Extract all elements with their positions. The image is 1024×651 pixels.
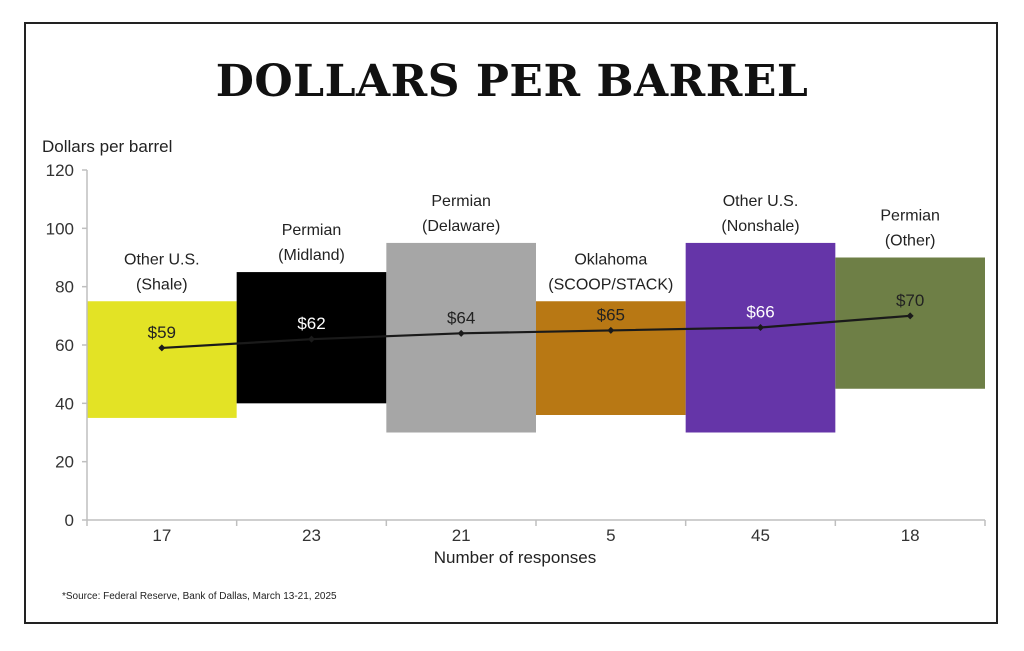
chart-title: DOLLARS PER BARREL [215,56,809,107]
x-axis-label: Number of responses [434,548,597,567]
price-point-1 [158,344,166,352]
y-axis-label: Dollars per barrel [42,137,173,156]
source-note: *Source: Federal Reserve, Bank of Dallas… [62,591,337,602]
labels-layer: $59 Other U.S. (Shale) $62 Permian (Midland) $… [124,193,940,342]
price-point-4 [607,326,615,334]
category-label-2-line-1: Permian [282,222,342,239]
x-tick-label: 21 [452,526,471,545]
value-label-1: $59 [148,323,176,342]
y-tick-label: 0 [65,511,74,530]
price-point-5 [757,324,764,331]
category-label-5-line-2: (Nonshale) [721,218,799,235]
x-tick-label: 45 [751,526,770,545]
price-point-2 [308,335,315,343]
y-tick-label: 40 [55,394,74,413]
bar-6 [835,257,985,389]
axes-layer: 0 20 40 60 80 100 120 17 23 21 5 45 18 [46,161,986,545]
category-label-6-line-1: Permian [880,208,940,225]
average-line-layer [158,312,914,352]
category-label-5-line-1: Other U.S. [723,193,799,210]
category-label-1-line-1: Other U.S. [124,251,200,268]
x-tick-label: 18 [901,526,920,545]
y-tick-label: 100 [46,219,74,238]
value-label-3: $64 [447,308,475,327]
bar-1 [87,301,237,418]
bar-3 [386,242,536,433]
value-label-6: $70 [896,291,924,310]
category-label-4-line-2: (SCOOP/STACK) [548,276,673,293]
bar-4 [536,301,686,415]
value-label-2: $62 [297,314,325,333]
y-tick-label: 120 [46,161,74,180]
category-label-1-line-2: (Shale) [136,276,188,293]
price-point-3 [457,329,465,337]
bars-layer [87,242,985,433]
category-label-6-line-2: (Other) [885,233,936,250]
value-label-5: $66 [746,303,774,322]
category-label-4-line-1: Oklahoma [574,251,647,268]
price-point-6 [906,312,914,320]
category-label-2-line-2: (Midland) [278,247,345,264]
y-tick-label: 60 [55,336,74,355]
category-label-3-line-1: Permian [431,193,491,210]
average-price-line [161,314,911,350]
category-label-3-line-2: (Delaware) [422,218,500,235]
value-label-4: $65 [597,305,625,324]
y-tick-label: 80 [55,278,74,297]
x-tick-label: 17 [152,526,171,545]
bar-5 [685,242,836,433]
y-tick-label: 20 [55,453,74,472]
x-tick-label: 23 [302,526,321,545]
x-tick-label: 5 [606,526,615,545]
